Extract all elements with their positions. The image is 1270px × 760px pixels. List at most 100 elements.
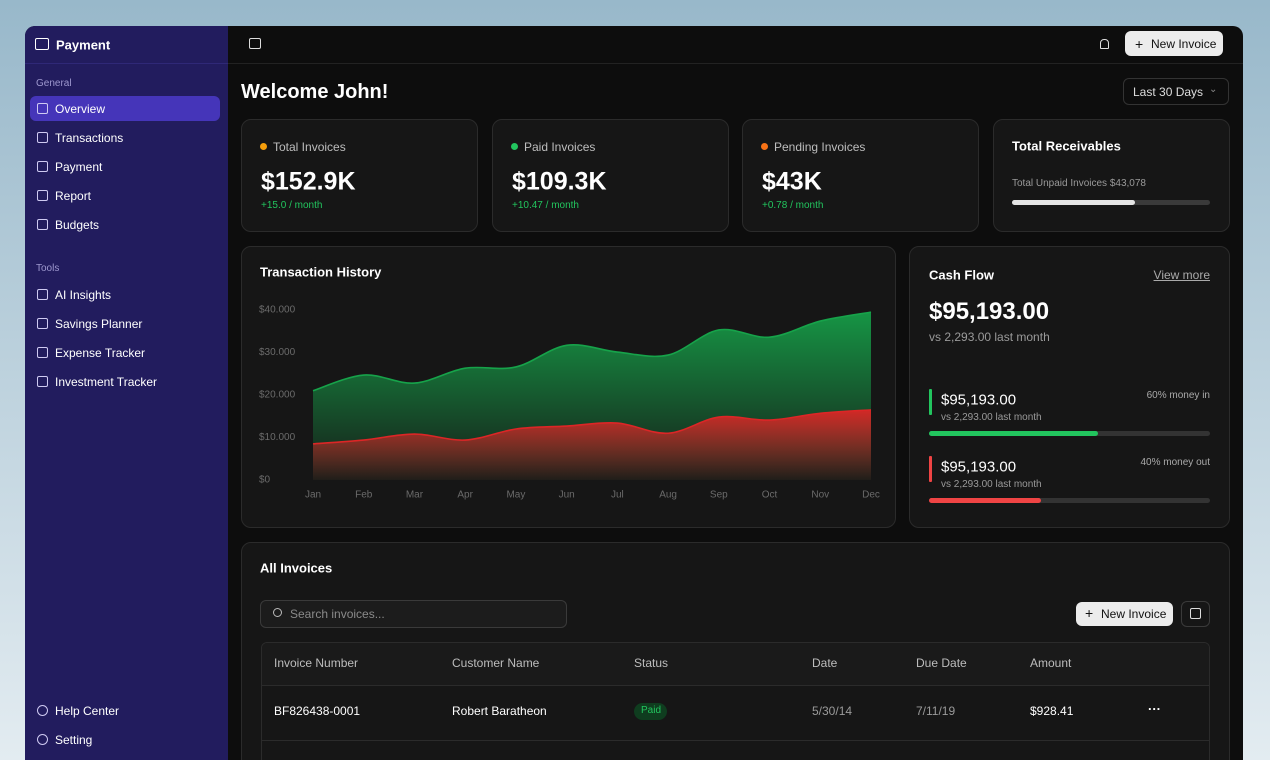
nav-icon [37,705,48,716]
nav-item[interactable]: AI Insights [55,288,112,302]
progress-fill [1012,200,1135,205]
card-note: Total Unpaid Invoices $43,078 [1012,178,1146,189]
column-header: Amount [1030,656,1072,670]
nav-icon [37,289,48,300]
x-tick-label: Dec [862,490,880,501]
x-tick-label: Jul [611,490,624,501]
area-line [312,311,872,392]
button-label: New Invoice [1151,37,1217,51]
nav-icon [37,734,48,745]
stat-label: Pending Invoices [774,140,866,154]
nav-item[interactable]: Expense Tracker [55,346,146,360]
nav-active [30,96,220,121]
nav-item[interactable]: Payment [55,160,103,174]
nav-icon [37,376,48,387]
flow-note: vs 2,293.00 last month [941,412,1042,423]
nav-icon [37,190,48,201]
section-label: General [36,78,72,89]
card-title: Total Receivables [1012,138,1121,154]
new-invoice-button[interactable] [1076,602,1173,626]
y-tick-label: $20.000 [259,390,296,401]
status: Paid [641,705,662,716]
flow-share: 40% money out [1140,457,1211,468]
cell: 5/30/14 [812,704,853,718]
cell: 7/11/19 [916,704,956,718]
plus-icon: + [1085,605,1094,621]
flow-share: 60% money in [1146,390,1210,401]
nav-item[interactable]: Investment Tracker [55,375,158,389]
progress-track [1012,200,1210,205]
flow-fill [929,498,1042,503]
search-placeholder: Search invoices... [290,607,385,621]
row-actions[interactable]: ··· [1148,701,1161,717]
search-input[interactable] [260,600,567,628]
stat-value: $43K [762,167,822,196]
stat-dot [511,143,518,150]
x-tick-label: Sep [710,490,728,501]
sidebar-toggle[interactable] [249,38,261,49]
x-tick-label: Aug [659,490,677,501]
cashflow-note: vs 2,293.00 last month [929,330,1050,344]
nav-item[interactable]: Transactions [55,131,124,145]
stat-change: +15.0 / month [261,200,323,211]
brand-icon [35,38,49,50]
range-select[interactable] [1123,78,1229,105]
y-tick-label: $0 [259,475,271,486]
stat-dot [260,143,267,150]
stat-dot [761,143,768,150]
flow-accent [929,389,932,415]
nav-item[interactable]: Report [55,189,92,203]
nav-item[interactable]: Overview [55,102,106,116]
chevron: ⌄ [1209,84,1218,95]
stat-card [492,119,729,232]
nav-item[interactable]: Setting [55,733,93,747]
flow-accent [929,456,932,482]
stat-card [241,119,478,232]
nav-item[interactable]: Help Center [55,704,120,718]
table-header [262,643,1209,686]
notifications[interactable] [1100,39,1109,49]
nav-item[interactable]: Budgets [55,218,100,232]
column-header: Invoice Number [274,656,359,670]
flow-fill [929,431,1098,436]
range-label: Last 30 Days [1133,85,1204,99]
x-tick-label: Feb [355,490,373,501]
divider [228,63,1243,64]
card-title: All Invoices [260,560,333,576]
y-tick-label: $10.000 [259,432,296,443]
status-pill [634,703,667,720]
columns-button[interactable] [1181,601,1210,627]
nav-item[interactable]: Savings Planner [55,317,143,331]
nav-icon [37,132,48,143]
cell: Robert Baratheon [452,704,547,718]
divider [25,63,228,64]
card-title: Cash Flow [929,267,995,283]
area-line [312,409,872,445]
chart-title: Transaction History [260,264,382,280]
button-label: New Invoice [1101,607,1167,621]
table-row[interactable] [262,686,1209,741]
column-header: Customer Name [452,656,540,670]
flow-amount: $95,193.00 [941,458,1017,476]
y-tick-label: $30.000 [259,347,296,358]
area [313,409,871,480]
view-more-link[interactable]: View more [1153,268,1210,282]
chart: $40.000 $30.000 $20.000 $10.000 $0 Jan Feb Mar A… [259,305,880,501]
x-tick-label: Jan [305,490,321,501]
new-invoice-button[interactable] [1125,31,1223,56]
x-tick-label: Apr [457,490,473,501]
flow-amount: $95,193.00 [941,391,1017,409]
stat-value: $152.9K [261,167,356,196]
sidebar [25,26,228,760]
search-icon [273,608,282,617]
flow-note: vs 2,293.00 last month [941,479,1042,490]
nav-icon [37,219,48,230]
y-tick-label: $40.000 [259,305,296,316]
stat-change: +10.47 / month [512,200,579,211]
x-tick-label: Oct [762,490,778,501]
invoice-table [261,642,1210,760]
column-header: Date [812,656,838,670]
flow-track [929,498,1210,503]
columns-icon [1190,608,1201,619]
